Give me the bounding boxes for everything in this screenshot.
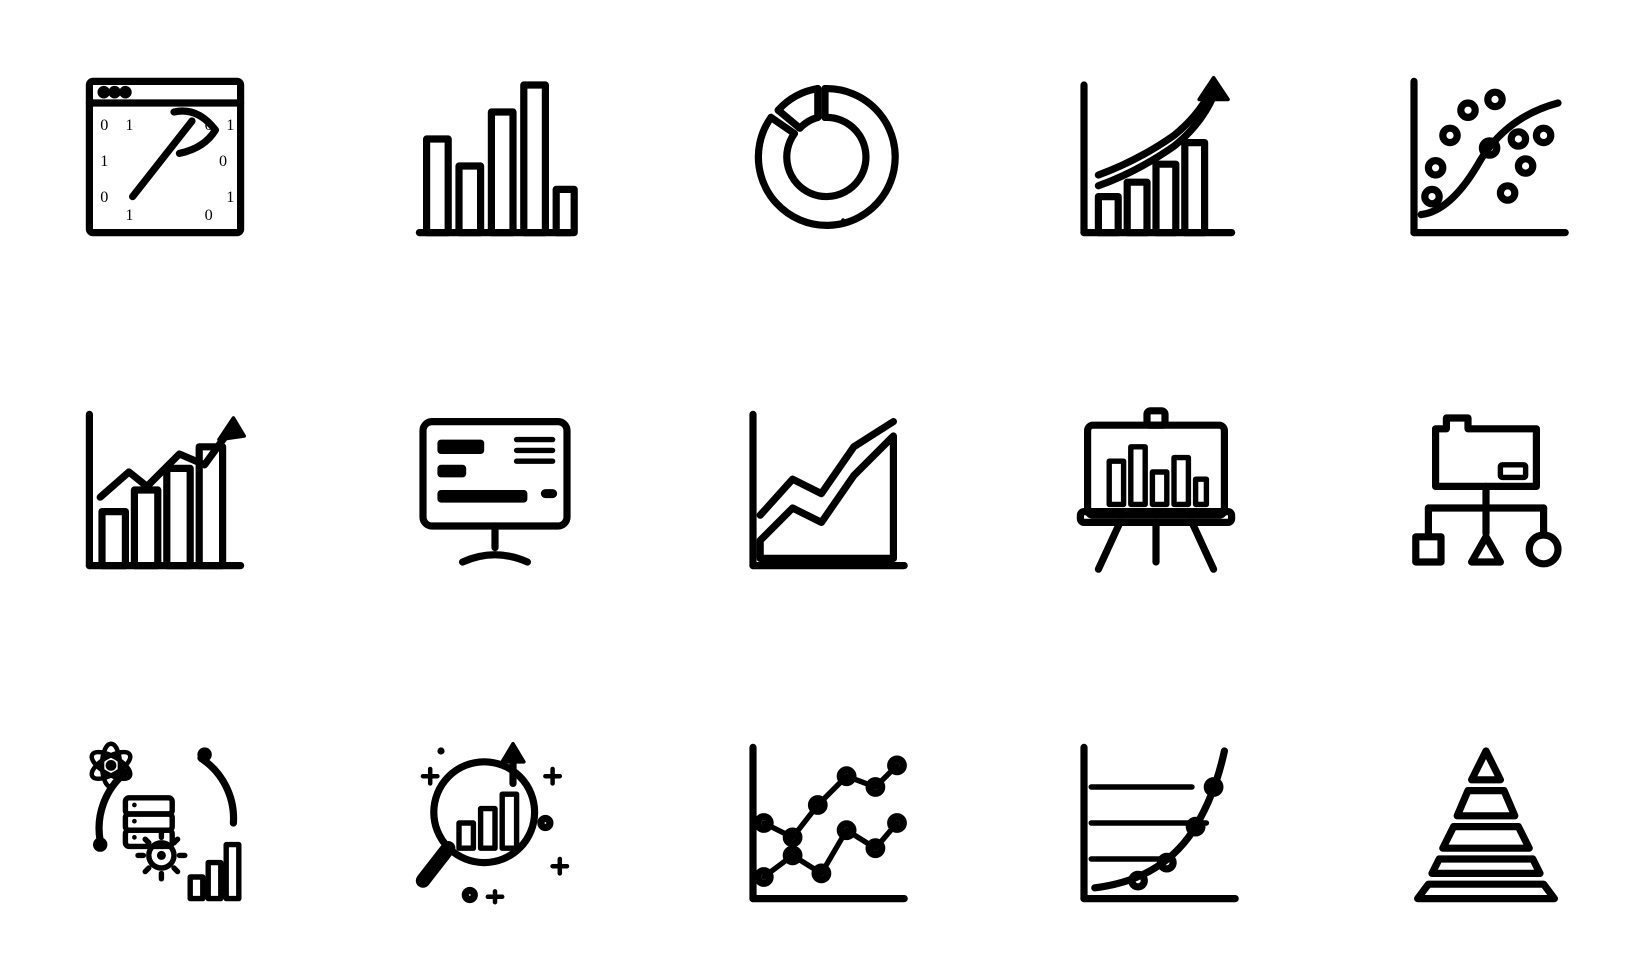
dashboard-monitor-icon (405, 400, 585, 580)
donut-chart-icon (735, 67, 915, 247)
data-structure-icon (1396, 400, 1576, 580)
exponential-chart-icon (1066, 733, 1246, 913)
svg-text:0: 0 (205, 206, 213, 224)
svg-text:1: 1 (125, 206, 133, 224)
bar-chart-icon (405, 67, 585, 247)
scatter-plot-icon (1396, 67, 1576, 247)
svg-text:1: 1 (100, 152, 108, 170)
svg-text:0: 0 (219, 152, 227, 170)
data-mining-icon: 0 1 0 1 1 0 0 1 0 1 (75, 67, 255, 247)
trending-up-bars-icon (75, 400, 255, 580)
svg-text:1: 1 (125, 116, 133, 134)
svg-text:1: 1 (226, 188, 234, 206)
data-analysis-icon (405, 733, 585, 913)
area-chart-icon (735, 400, 915, 580)
growth-chart-icon (1066, 67, 1246, 247)
svg-text:0: 0 (100, 188, 108, 206)
presentation-chart-icon (1066, 400, 1246, 580)
svg-text:1: 1 (226, 116, 234, 134)
line-chart-icon (735, 733, 915, 913)
icon-grid: 0 1 0 1 1 0 0 1 0 1 (60, 40, 1591, 940)
svg-text:0: 0 (100, 116, 108, 134)
data-science-icon (75, 733, 255, 913)
pyramid-chart-icon (1396, 733, 1576, 913)
